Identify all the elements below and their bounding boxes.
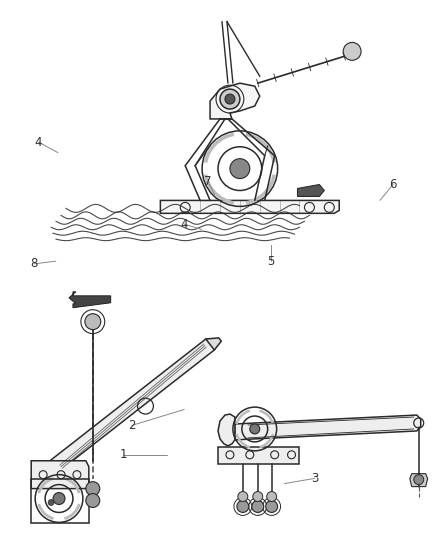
Circle shape	[230, 159, 250, 179]
Circle shape	[85, 314, 101, 329]
Polygon shape	[206, 338, 221, 350]
Text: 5: 5	[268, 255, 275, 268]
Text: 7: 7	[205, 175, 212, 188]
Polygon shape	[47, 339, 217, 474]
Circle shape	[238, 491, 248, 502]
Circle shape	[225, 94, 235, 104]
Polygon shape	[297, 184, 324, 197]
Polygon shape	[235, 415, 421, 440]
Circle shape	[48, 499, 54, 505]
Text: 2: 2	[128, 419, 136, 432]
Circle shape	[343, 43, 361, 60]
Circle shape	[250, 424, 260, 434]
Polygon shape	[210, 83, 260, 119]
Text: 6: 6	[389, 178, 397, 191]
Circle shape	[86, 494, 100, 507]
Text: 1: 1	[120, 448, 127, 461]
Circle shape	[252, 500, 264, 512]
Polygon shape	[69, 292, 111, 308]
Text: 3: 3	[311, 472, 318, 485]
Polygon shape	[218, 447, 300, 464]
Circle shape	[53, 492, 65, 504]
Circle shape	[414, 475, 424, 484]
Circle shape	[253, 491, 263, 502]
Polygon shape	[31, 461, 89, 489]
Text: 4: 4	[35, 135, 42, 149]
Circle shape	[86, 482, 100, 496]
Text: 4: 4	[180, 217, 188, 231]
Text: 8: 8	[30, 257, 38, 270]
Polygon shape	[410, 474, 427, 487]
Circle shape	[267, 491, 277, 502]
Polygon shape	[160, 200, 339, 213]
Circle shape	[220, 89, 240, 109]
Polygon shape	[218, 414, 235, 446]
Circle shape	[237, 500, 249, 512]
Circle shape	[266, 500, 278, 512]
